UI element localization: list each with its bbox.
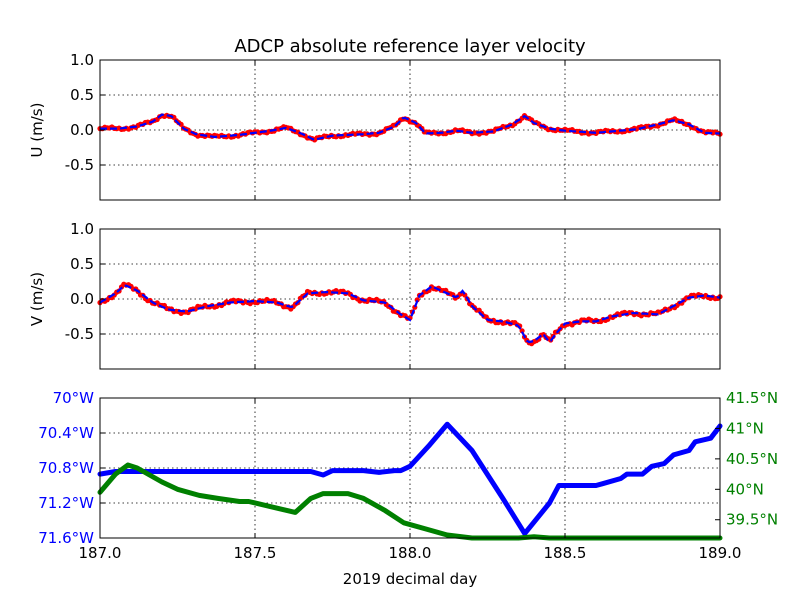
u-y-tick-label: 0.0: [70, 121, 94, 139]
latitude-axis-tick-label: 40.5°N: [726, 450, 778, 468]
position-panel: 70°W 70.4°W 70.8°W 71.2°W 71.6°W 41.5°N 41°N 40…: [38, 389, 778, 588]
position-series-layer: [97, 421, 723, 541]
v-grid: [100, 229, 720, 369]
v-y-tick-label: 1.0: [70, 220, 94, 238]
x-tick-label: 187.0: [79, 544, 122, 562]
v-y-tick-label: 0.0: [70, 290, 94, 308]
v-series-layer: [97, 281, 723, 347]
v-ticks: 1.0 0.5 0.0 -0.5: [65, 220, 721, 369]
x-tick-label: 188.0: [389, 544, 432, 562]
latitude-axis-tick-label: 39.5°N: [726, 511, 778, 529]
x-tick-label: 189.0: [699, 544, 742, 562]
v-observation-point: [519, 328, 525, 334]
u-ylabel: U (m/s): [28, 103, 46, 158]
latitude-axis-tick-label: 40°N: [726, 480, 764, 498]
longitude-axis-tick-label: 71.2°W: [38, 494, 94, 512]
u-observation-point: [178, 121, 184, 127]
x-axis-label: 2019 decimal day: [343, 570, 478, 588]
u-velocity-line: [100, 113, 721, 141]
longitude-axis-tick-label: 70.8°W: [38, 459, 94, 477]
u-ticks: 1.0 0.5 0.0 -0.5: [65, 51, 721, 200]
u-series-layer: [97, 112, 723, 143]
v-observation-point: [414, 297, 420, 303]
latitude-line: [97, 462, 723, 541]
u-y-tick-label: 0.5: [70, 86, 94, 104]
position-grid: [100, 398, 720, 538]
v-ylabel: V (m/s): [28, 272, 46, 326]
position-ticks: 70°W 70.4°W 70.8°W 71.2°W 71.6°W 41.5°N 41°N 40…: [38, 389, 778, 562]
u-y-tick-label: -0.5: [65, 156, 94, 174]
longitude-line: [97, 421, 723, 537]
x-tick-label: 187.5: [234, 544, 277, 562]
longitude-axis-tick-label: 71.6°W: [38, 529, 94, 547]
v-y-tick-label: 0.5: [70, 255, 94, 273]
x-tick-label: 188.5: [544, 544, 587, 562]
latitude-axis-tick-label: 41°N: [726, 419, 764, 437]
v-velocity-line: [99, 284, 721, 344]
latitude-axis-tick-label: 41.5°N: [726, 389, 778, 407]
figure-title: ADCP absolute reference layer velocity: [234, 36, 586, 57]
u-y-tick-label: 1.0: [70, 51, 94, 69]
u-grid: [100, 60, 720, 200]
v-y-tick-label: -0.5: [65, 325, 94, 343]
longitude-axis-tick-label: 70°W: [53, 389, 95, 407]
longitude-axis-tick-label: 70.4°W: [38, 424, 94, 442]
u-panel: 1.0 0.5 0.0 -0.5 U (m/s): [28, 51, 723, 201]
v-panel: 1.0 0.5 0.0 -0.5 V (m/s): [28, 220, 723, 370]
